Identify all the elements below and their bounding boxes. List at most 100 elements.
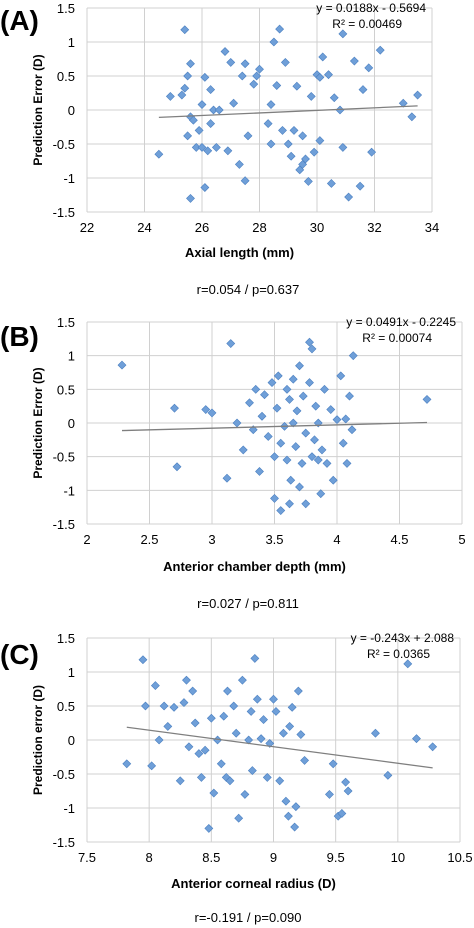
data-point xyxy=(231,728,241,738)
data-point xyxy=(322,458,332,468)
data-point xyxy=(288,418,298,428)
y-axis-label: Prediction Error (D) xyxy=(31,367,45,478)
y-tick-label: 1.5 xyxy=(57,631,75,646)
data-points xyxy=(122,653,438,833)
data-point xyxy=(288,374,298,384)
data-point xyxy=(252,694,262,704)
grid xyxy=(86,637,461,843)
data-point xyxy=(287,702,297,712)
data-point xyxy=(147,761,157,771)
y-tick-label: -1.5 xyxy=(53,835,75,850)
data-point xyxy=(186,59,195,69)
data-point xyxy=(275,24,285,34)
data-point xyxy=(188,686,198,696)
data-point xyxy=(150,681,160,691)
y-tick-label: -0.5 xyxy=(53,450,75,465)
data-point xyxy=(197,100,207,109)
data-point xyxy=(282,455,292,465)
data-point xyxy=(238,445,248,455)
data-point xyxy=(428,742,438,752)
x-tick-label: 26 xyxy=(195,220,209,235)
data-point xyxy=(412,734,421,744)
data-point xyxy=(300,755,310,765)
data-point xyxy=(285,395,294,404)
data-point xyxy=(289,125,299,135)
y-tick-label: 1.5 xyxy=(57,1,75,16)
x-tick-label: 8.5 xyxy=(202,850,220,865)
data-point xyxy=(291,802,301,812)
data-point xyxy=(249,79,259,89)
data-point xyxy=(364,63,374,73)
data-points xyxy=(154,24,423,203)
data-point xyxy=(201,405,211,414)
data-point xyxy=(184,742,194,752)
data-point xyxy=(301,428,311,438)
data-point xyxy=(223,146,233,156)
y-tick-label: 0 xyxy=(68,103,75,118)
data-point xyxy=(266,100,276,109)
x-tick-label: 2.5 xyxy=(140,532,158,547)
data-point xyxy=(271,707,281,716)
data-point xyxy=(403,659,413,669)
data-point xyxy=(315,136,325,146)
data-point xyxy=(177,90,187,100)
data-point xyxy=(292,406,302,416)
x-tick-label: 32 xyxy=(367,220,381,235)
y-tick-label: 0.5 xyxy=(57,69,75,84)
r-squared-label: R² = 0.00074 xyxy=(362,331,432,345)
data-point xyxy=(307,452,317,462)
data-point xyxy=(355,181,365,191)
y-tick-label: 1.5 xyxy=(57,315,75,330)
data-point xyxy=(154,735,164,745)
data-point xyxy=(246,707,256,716)
data-point xyxy=(159,701,169,711)
data-point xyxy=(328,475,338,485)
data-point xyxy=(311,401,321,411)
data-point xyxy=(194,749,204,759)
data-point xyxy=(272,403,282,413)
correlation-footnote: r=0.054 / p=0.637 xyxy=(197,282,300,297)
data-point xyxy=(383,770,393,780)
trendline-equation: y = -0.243x + 2.088 xyxy=(351,631,455,645)
data-point xyxy=(316,489,326,499)
data-point xyxy=(243,131,253,141)
data-point xyxy=(141,701,150,711)
r-squared-label: R² = 0.0365 xyxy=(367,647,430,661)
data-point xyxy=(295,482,304,492)
data-point xyxy=(203,146,213,156)
data-point xyxy=(336,371,346,381)
data-point xyxy=(290,822,300,832)
data-point xyxy=(317,445,327,455)
data-point xyxy=(263,119,273,129)
y-tick-label: -1.5 xyxy=(53,517,75,532)
data-point xyxy=(276,506,286,515)
data-point xyxy=(328,759,338,769)
data-point xyxy=(211,142,221,152)
chart-panel-b: (B) 2 2.5 3 3.5 4 4.5 5 1.5 1 0.5 0 -0.5 -1 -1.5 Anteri… xyxy=(0,315,466,611)
data-point xyxy=(297,458,307,468)
data-point xyxy=(247,766,257,776)
data-point xyxy=(237,675,247,685)
data-point xyxy=(229,701,239,711)
data-point xyxy=(190,718,200,728)
data-point xyxy=(270,452,279,462)
data-point xyxy=(272,81,282,90)
data-point xyxy=(232,418,242,428)
y-tick-label: -1 xyxy=(63,483,75,498)
data-point xyxy=(296,730,306,739)
data-point xyxy=(263,432,273,441)
data-point xyxy=(347,425,357,435)
r-squared-label: R² = 0.00469 xyxy=(332,17,402,31)
data-point xyxy=(367,147,377,157)
x-tick-label: 3 xyxy=(208,532,215,547)
data-point xyxy=(280,57,290,67)
data-point xyxy=(240,176,250,186)
data-point xyxy=(293,686,303,696)
data-point xyxy=(292,81,302,91)
data-point xyxy=(175,776,185,786)
data-point xyxy=(209,788,219,798)
panel-label: (B) xyxy=(0,321,39,352)
data-point xyxy=(245,398,254,408)
x-tick-label: 10 xyxy=(391,850,405,865)
data-point xyxy=(250,653,260,663)
